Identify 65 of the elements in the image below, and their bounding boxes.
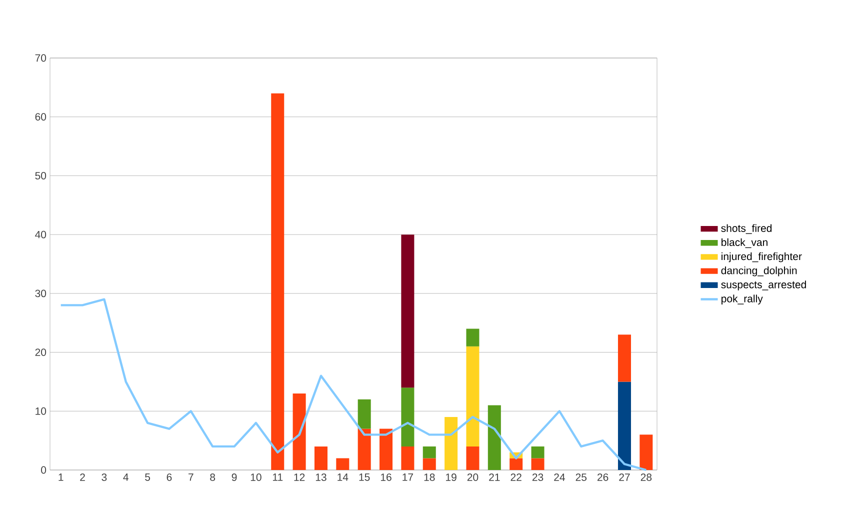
bar [336,458,350,470]
bar [531,458,544,470]
x-tick-label: 4 [123,474,128,481]
x-tick-label: 26 [598,474,608,481]
legend-label: pok_rally [722,294,763,304]
x-tick-label: 10 [250,474,262,481]
x-tick-label: 13 [316,474,326,481]
x-tick-label: 12 [294,474,305,481]
x-tick-label: 27 [619,474,630,481]
bar [640,434,653,470]
x-tick-label: 16 [380,474,392,481]
legend-label: injured_firefighter [722,252,802,262]
bar [380,428,393,470]
legend-label: suspects_arrested [721,280,806,290]
x-tick-label: 7 [188,474,194,481]
x-tick-label: 19 [446,474,456,481]
bar [358,428,371,470]
bar [618,382,631,470]
bar [401,446,414,470]
x-tick-label: 8 [210,474,216,481]
bar [510,458,523,470]
bar [401,234,414,388]
x-tick-label: 21 [489,474,500,481]
x-tick-label: 24 [554,474,565,481]
bar [271,93,284,470]
bar [422,446,436,458]
x-tick-label: 11 [272,474,283,481]
x-tick-label: 14 [338,474,348,481]
x-tick-label: 9 [232,474,237,481]
bar [488,405,501,470]
y-tick-label: 0 [41,466,46,474]
bar [444,417,458,470]
bar [292,393,306,470]
y-tick-label: 60 [35,113,46,121]
x-tick-label: 6 [166,474,172,481]
bar [531,446,544,458]
bar [422,458,436,470]
x-tick-label: 18 [424,474,435,481]
x-tick-label: 25 [576,474,587,481]
x-tick-label: 15 [359,474,370,481]
x-tick-label: 1 [58,474,64,481]
x-tick-label: 3 [102,474,107,481]
bar [314,446,328,470]
x-tick-label: 23 [532,474,544,481]
bar [618,334,631,382]
x-tick-label: 17 [402,474,414,481]
bar [466,346,480,446]
x-tick-label: 28 [640,474,652,481]
bar [466,328,480,346]
legend-label: black_van [722,238,768,248]
y-tick-label: 20 [35,348,46,356]
bar [401,388,414,446]
y-tick-label: 70 [35,54,46,62]
bar [358,399,371,429]
x-tick-label: 5 [145,474,150,481]
y-tick-label: 30 [35,290,46,298]
legend-label: dancing_dolphin [721,266,797,276]
y-tick-label: 40 [35,230,46,238]
y-tick-label: 50 [35,172,46,180]
x-tick-label: 2 [80,474,85,481]
x-tick-label: 20 [467,474,478,481]
bar [466,446,480,470]
legend-label: shots_fired [721,224,772,234]
x-tick-label: 22 [510,474,522,481]
y-tick-label: 10 [36,407,46,415]
